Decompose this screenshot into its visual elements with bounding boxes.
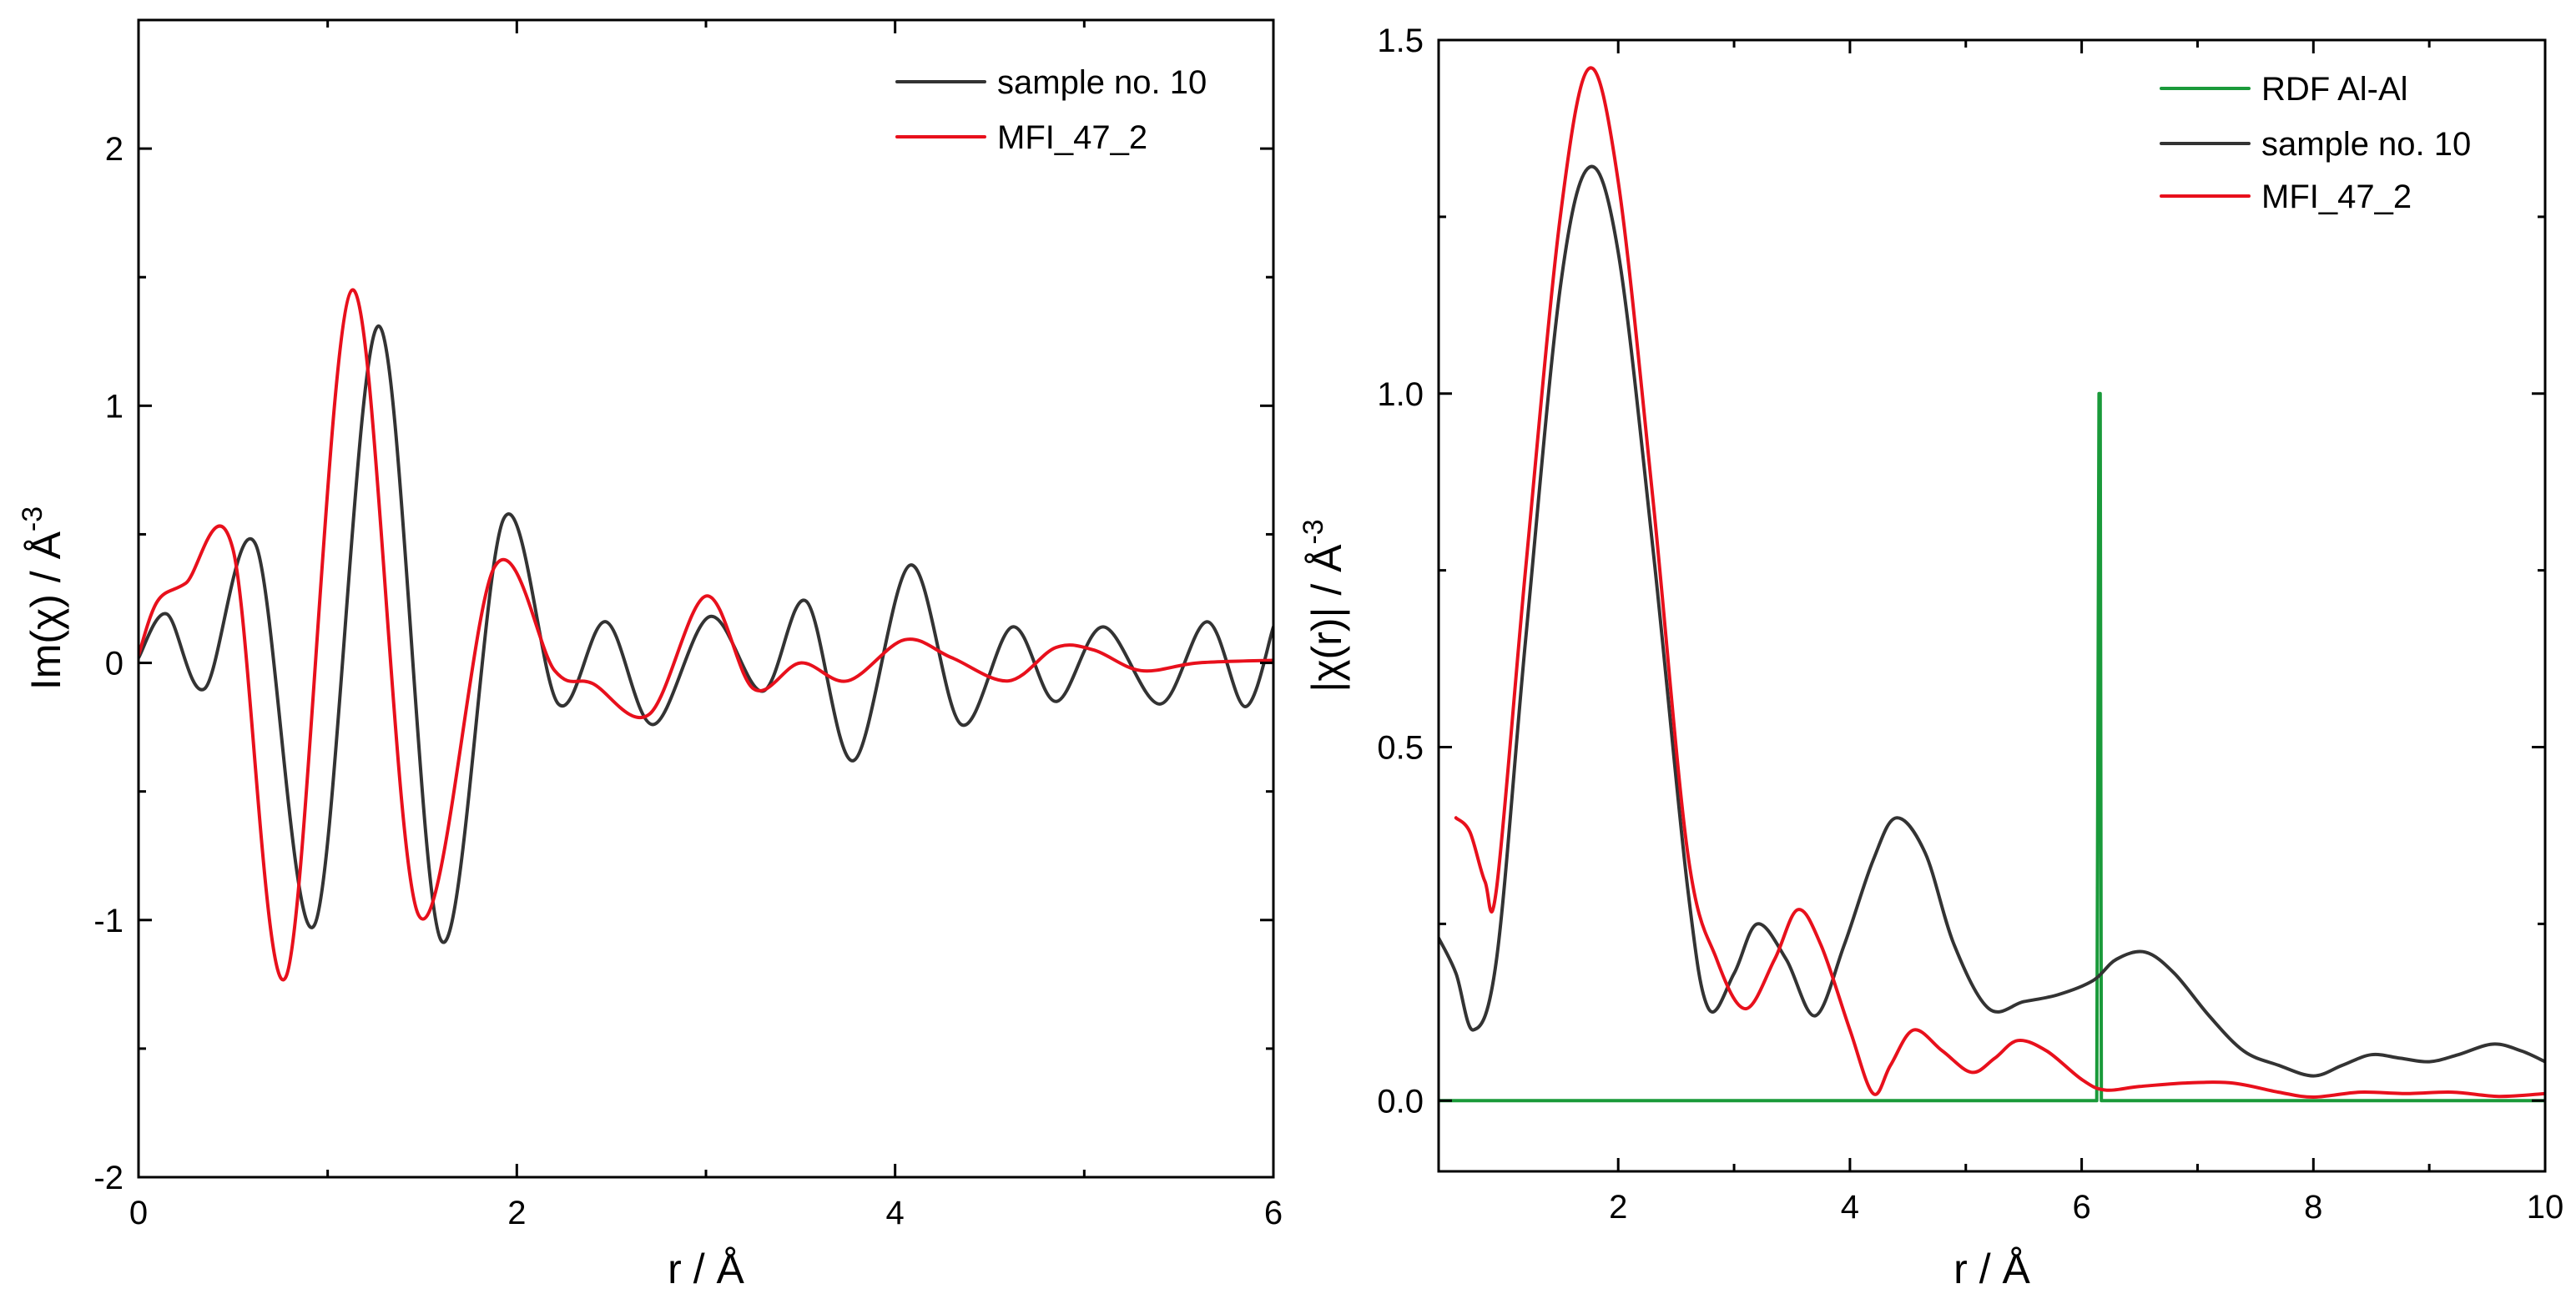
right-legend-label-mfi-47-2: MFI_47_2 <box>2261 179 2412 215</box>
right-x-tick-label: 4 <box>1841 1189 1859 1226</box>
left-x-axis-title: r / Å <box>668 1246 744 1292</box>
right-legend-label-sample-no-10: sample no. 10 <box>2261 126 2471 163</box>
left-y-tick-label: 0 <box>105 646 124 682</box>
right-series-rdf-al-al <box>1439 391 2545 1103</box>
left-y-tick-label: 2 <box>105 131 124 168</box>
right-y-axis-title: |χ(r)| / Å-3 <box>1298 519 1350 692</box>
right-y-tick-label: 0.0 <box>1377 1083 1424 1120</box>
right-plot-area <box>1439 66 2545 1103</box>
right-series-sample-no-10 <box>1439 164 2545 1078</box>
left-y-axis-title-main: Im(χ) / Å <box>23 531 69 690</box>
right-x-axis-title: r / Å <box>1953 1246 2030 1292</box>
left-plot-area <box>139 288 1273 982</box>
left-series-sample-no-10 <box>139 324 1273 944</box>
right-plot-frame <box>1437 38 2547 1173</box>
left-plot-frame <box>137 18 1275 1179</box>
left-y-tick-label: 1 <box>105 388 124 425</box>
right-y-tick-label: 1.0 <box>1377 376 1424 413</box>
right-x-tick-label: 2 <box>1609 1189 1627 1226</box>
left-legend-label-mfi-47-2: MFI_47_2 <box>997 119 1147 156</box>
left-y-axis-title-sup: -3 <box>17 506 48 531</box>
right-axis-ticks: 2 4 6 8 10 0.0 0.5 1.0 1.5 <box>1377 23 2563 1226</box>
left-y-axis-title: Im(χ) / Å-3 <box>17 506 69 690</box>
left-panel: 0 2 4 6 -2 -1 0 1 2 r / Å Im(χ) / Å-3 sample no.… <box>17 18 1283 1292</box>
left-series-mfi-47-2 <box>139 288 1273 982</box>
right-x-tick-label: 10 <box>2527 1189 2564 1226</box>
right-panel: 2 4 6 8 10 0.0 0.5 1.0 1.5 r / Å |χ(r)| / Å-3 RD… <box>1298 23 2563 1292</box>
left-x-tick-label: 4 <box>886 1195 905 1231</box>
left-y-tick-label: -1 <box>93 903 124 939</box>
right-y-axis-title-main: |χ(r)| / Å <box>1303 544 1350 692</box>
right-y-tick-label: 0.5 <box>1377 730 1424 767</box>
right-legend-label-rdf-al-al: RDF Al-Al <box>2261 71 2408 108</box>
left-y-tick-label: -2 <box>93 1160 124 1196</box>
right-y-axis-title-sup: -3 <box>1298 519 1329 544</box>
left-x-tick-label: 2 <box>507 1195 526 1231</box>
left-legend-label-sample-no-10: sample no. 10 <box>997 64 1207 101</box>
right-series-mfi-47-2 <box>1454 66 2545 1099</box>
left-legend: sample no. 10 MFI_47_2 <box>895 64 1207 156</box>
left-axis-ticks: 0 2 4 6 -2 -1 0 1 2 <box>93 20 1283 1231</box>
right-legend: RDF Al-Al sample no. 10 MFI_47_2 <box>2160 71 2471 215</box>
right-x-tick-label: 6 <box>2072 1189 2090 1226</box>
left-x-tick-label: 6 <box>1264 1195 1283 1231</box>
right-x-tick-label: 8 <box>2304 1189 2322 1226</box>
left-x-tick-label: 0 <box>129 1195 148 1231</box>
right-y-tick-label: 1.5 <box>1377 23 1424 59</box>
